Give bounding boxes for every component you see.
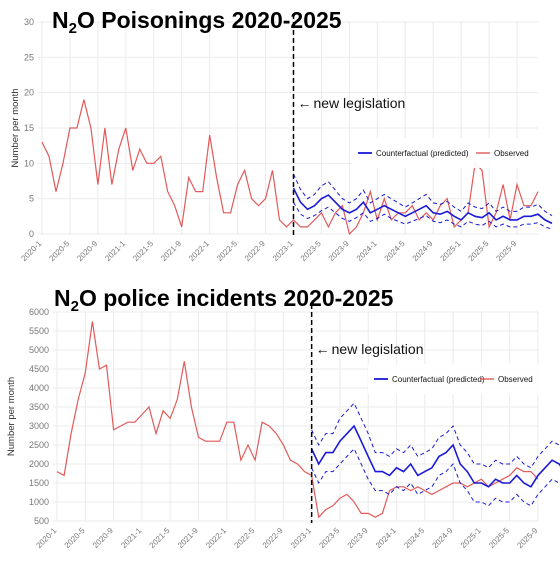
x-tick-label: 2022-5 — [232, 526, 256, 550]
x-tick-label: 2025-5 — [487, 526, 511, 550]
series-line-observed — [56, 321, 539, 519]
legend-label-observed: Observed — [494, 149, 529, 158]
x-tick-label: 2025-1 — [439, 239, 463, 263]
y-axis-label: Number per month — [10, 88, 21, 167]
legislation-annotation: new legislation — [313, 95, 405, 111]
x-tick-label: 2023-1 — [271, 239, 295, 263]
x-tick-label: 2024-9 — [411, 239, 435, 263]
y-tick-label: 20 — [24, 88, 34, 98]
y-tick-label: 1500 — [29, 478, 49, 488]
x-tick-label: 2025-9 — [494, 239, 518, 263]
x-tick-label: 2022-9 — [261, 526, 285, 550]
x-tick-label: 2023-5 — [317, 526, 341, 550]
y-tick-label: 5500 — [29, 326, 49, 336]
series-line-counterfactual-upper — [311, 402, 560, 469]
y-tick-label: 3500 — [29, 402, 49, 412]
x-tick-label: 2024-1 — [374, 526, 398, 550]
legend-label-counterfactual: Counterfactual (predicted) — [376, 149, 469, 158]
x-tick-label: 2023-9 — [327, 239, 351, 263]
x-tick-label: 2024-1 — [355, 239, 379, 263]
x-tick-label: 2020-9 — [91, 526, 115, 550]
y-tick-label: 2000 — [29, 459, 49, 469]
x-tick-label: 2023-1 — [289, 526, 313, 550]
chart-title-base: N — [54, 285, 71, 311]
y-tick-label: 0 — [29, 229, 34, 239]
chart-panel-2: 500 1000 1500 2000 2500 3000 3500 4000 4500 5000 5… — [6, 285, 560, 550]
x-tick-label: 2020-9 — [75, 239, 99, 263]
x-tick-label: 2020-5 — [47, 239, 71, 263]
x-tick-label: 2020-1 — [34, 526, 58, 550]
legislation-annotation: new legislation — [332, 341, 424, 357]
x-tick-label: 2024-9 — [431, 526, 455, 550]
x-tick-label: 2021-1 — [103, 239, 127, 263]
legend-box — [368, 364, 546, 394]
y-axis-label: Number per month — [6, 377, 17, 456]
series-line-counterfactual — [292, 187, 553, 225]
left-arrow-icon: ← — [297, 95, 311, 111]
y-tick-label: 10 — [24, 158, 34, 168]
y-tick-label: 1000 — [29, 497, 49, 507]
x-tick-label: 2021-5 — [148, 526, 172, 550]
x-tick-label: 2023-5 — [299, 239, 323, 263]
x-tick-label: 2022-1 — [204, 526, 228, 550]
series-line-counterfactual-lower — [293, 201, 553, 230]
y-tick-label: 15 — [24, 123, 34, 133]
y-tick-label: 4500 — [29, 364, 49, 374]
y-tick-label: 5000 — [29, 345, 49, 355]
x-tick-label: 2024-5 — [402, 526, 426, 550]
legend-label-counterfactual: Counterfactual (predicted) — [392, 375, 485, 384]
legend-label-observed: Observed — [498, 375, 533, 384]
y-tick-label: 4000 — [29, 383, 49, 393]
series-line-observed — [41, 99, 539, 236]
chart-title-subscript: 2 — [71, 298, 79, 315]
chart-title-rest: O police incidents 2020-2025 — [79, 285, 394, 311]
legend-box — [352, 138, 542, 168]
chart-title: N2O police incidents 2020-2025 — [54, 285, 394, 315]
x-tick-label: 2024-5 — [383, 239, 407, 263]
series-line-counterfactual — [310, 424, 560, 488]
x-tick-label: 2020-5 — [63, 526, 87, 550]
chart-title-base: N — [52, 7, 69, 33]
chart-title-rest: O Poisonings 2020-2025 — [77, 7, 342, 33]
chart-title: N2O Poisonings 2020-2025 — [52, 7, 342, 37]
x-tick-label: 2025-5 — [467, 239, 491, 263]
x-tick-label: 2021-5 — [131, 239, 155, 263]
x-tick-label: 2021-9 — [176, 526, 200, 550]
x-tick-label: 2022-9 — [243, 239, 267, 263]
x-tick-label: 2020-1 — [19, 239, 43, 263]
x-tick-label: 2021-1 — [119, 526, 143, 550]
y-tick-label: 3000 — [29, 421, 49, 431]
x-tick-label: 2022-5 — [215, 239, 239, 263]
series-line-counterfactual-lower — [311, 447, 560, 507]
x-tick-label: 2025-9 — [515, 526, 539, 550]
x-tick-label: 2025-1 — [459, 526, 483, 550]
x-tick-label: 2022-1 — [187, 239, 211, 263]
y-tick-label: 25 — [24, 52, 34, 62]
y-tick-label: 6000 — [29, 307, 49, 317]
y-tick-label: 5 — [29, 194, 34, 204]
y-tick-label: 30 — [24, 17, 34, 27]
y-tick-label: 500 — [34, 516, 49, 526]
series-line-counterfactual-upper — [293, 173, 553, 217]
x-tick-label: 2023-9 — [346, 526, 370, 550]
y-tick-label: 2500 — [29, 440, 49, 450]
left-arrow-icon: ← — [316, 341, 330, 357]
x-tick-label: 2021-9 — [159, 239, 183, 263]
chart-title-subscript: 2 — [69, 20, 77, 37]
